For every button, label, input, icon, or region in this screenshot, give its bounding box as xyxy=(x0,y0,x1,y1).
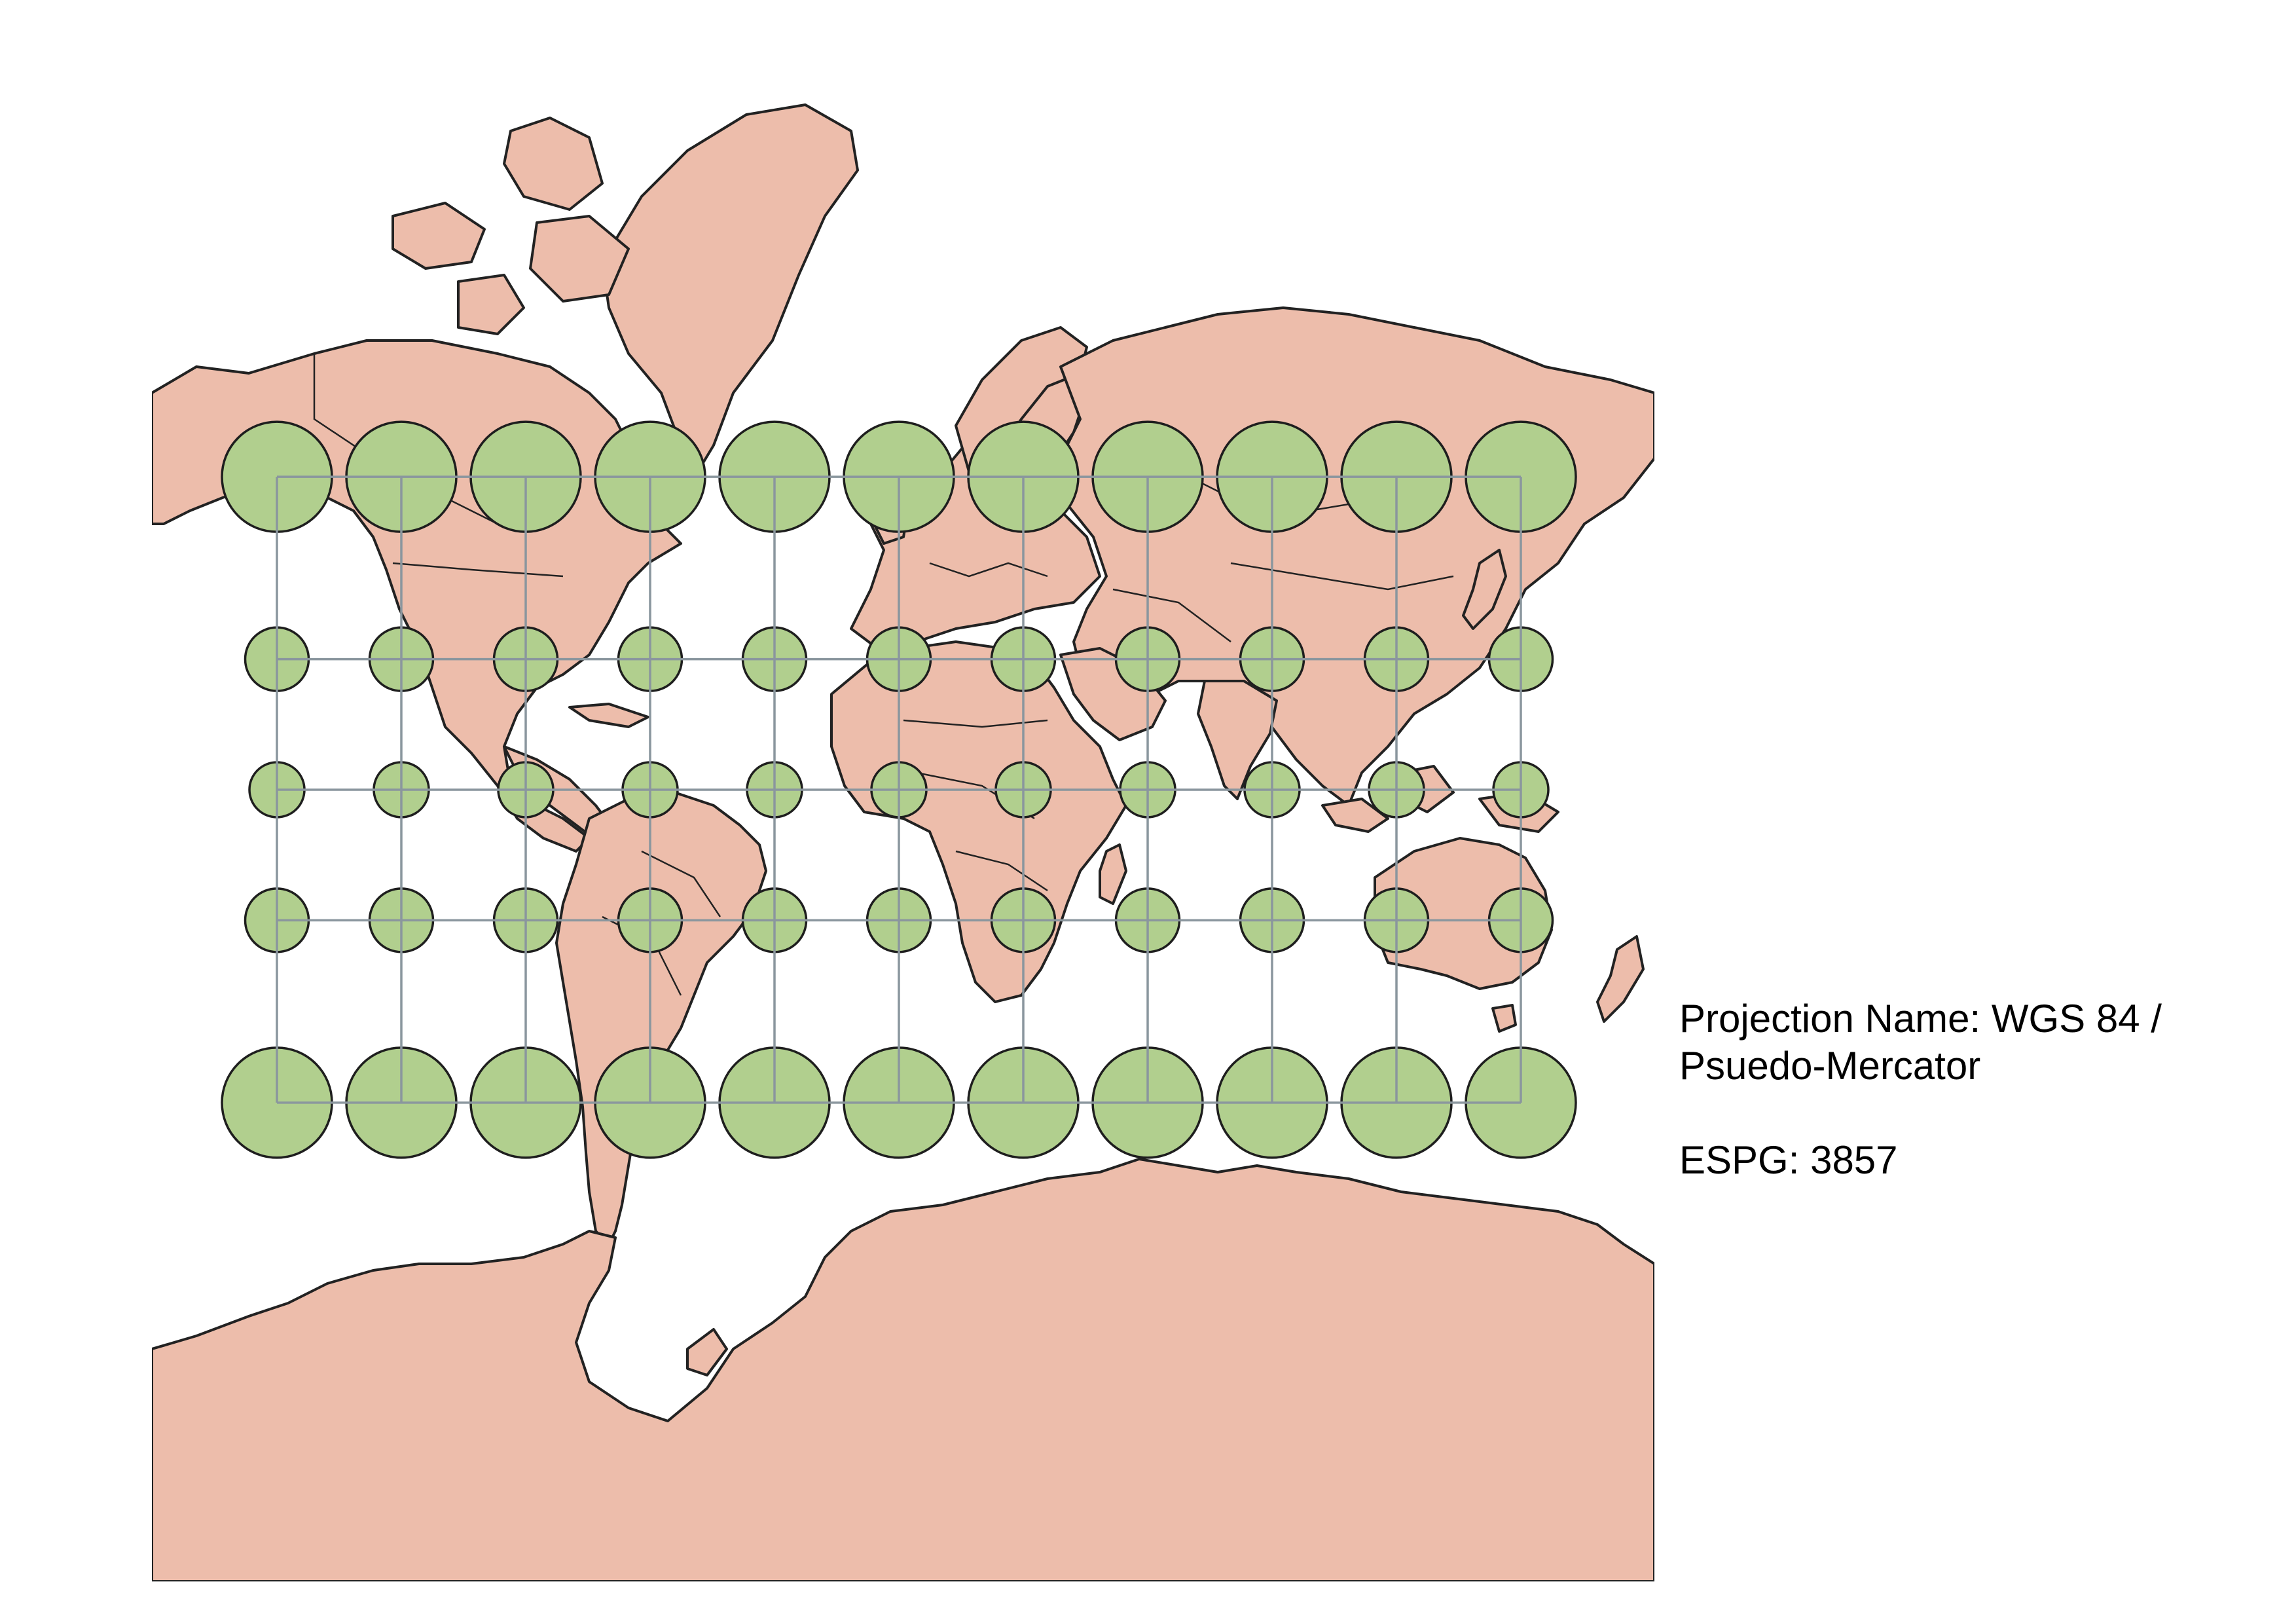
landmass-arctic-islands-1 xyxy=(503,117,604,211)
landmass-new-zealand xyxy=(1596,935,1645,1023)
projection-name-line-1: Projection Name: WGS 84 / xyxy=(1679,997,2162,1041)
landmass-arctic-islands-2 xyxy=(392,202,486,270)
graticule-grid xyxy=(276,475,1522,1104)
legend-spacer xyxy=(1679,1090,2269,1137)
landmass-japan xyxy=(1462,549,1507,630)
landmass-greenland xyxy=(601,103,859,479)
landmass-antarctic-island xyxy=(686,1328,728,1376)
landmass-australia xyxy=(1374,837,1553,990)
landmass-antarctica xyxy=(152,1158,1654,1581)
landmass-cuba xyxy=(568,703,649,728)
projection-name-line-2: Psuedo-Mercator xyxy=(1679,1044,1981,1088)
landmass-tasmania xyxy=(1491,1004,1517,1033)
landmass-arctic-islands-4 xyxy=(457,274,525,335)
projection-legend: Projection Name: WGS 84 / Psuedo-Mercato… xyxy=(1679,995,2269,1184)
landmass-india xyxy=(1197,680,1278,800)
landmass-indonesia-1 xyxy=(1321,798,1389,833)
epsg-code: ESPG: 3857 xyxy=(1679,1138,1898,1182)
landmass-madagascar xyxy=(1099,843,1127,905)
landmass-asia xyxy=(1059,306,1654,807)
landmass-arctic-islands-3 xyxy=(529,215,630,303)
landmass-south-america xyxy=(555,791,767,1246)
